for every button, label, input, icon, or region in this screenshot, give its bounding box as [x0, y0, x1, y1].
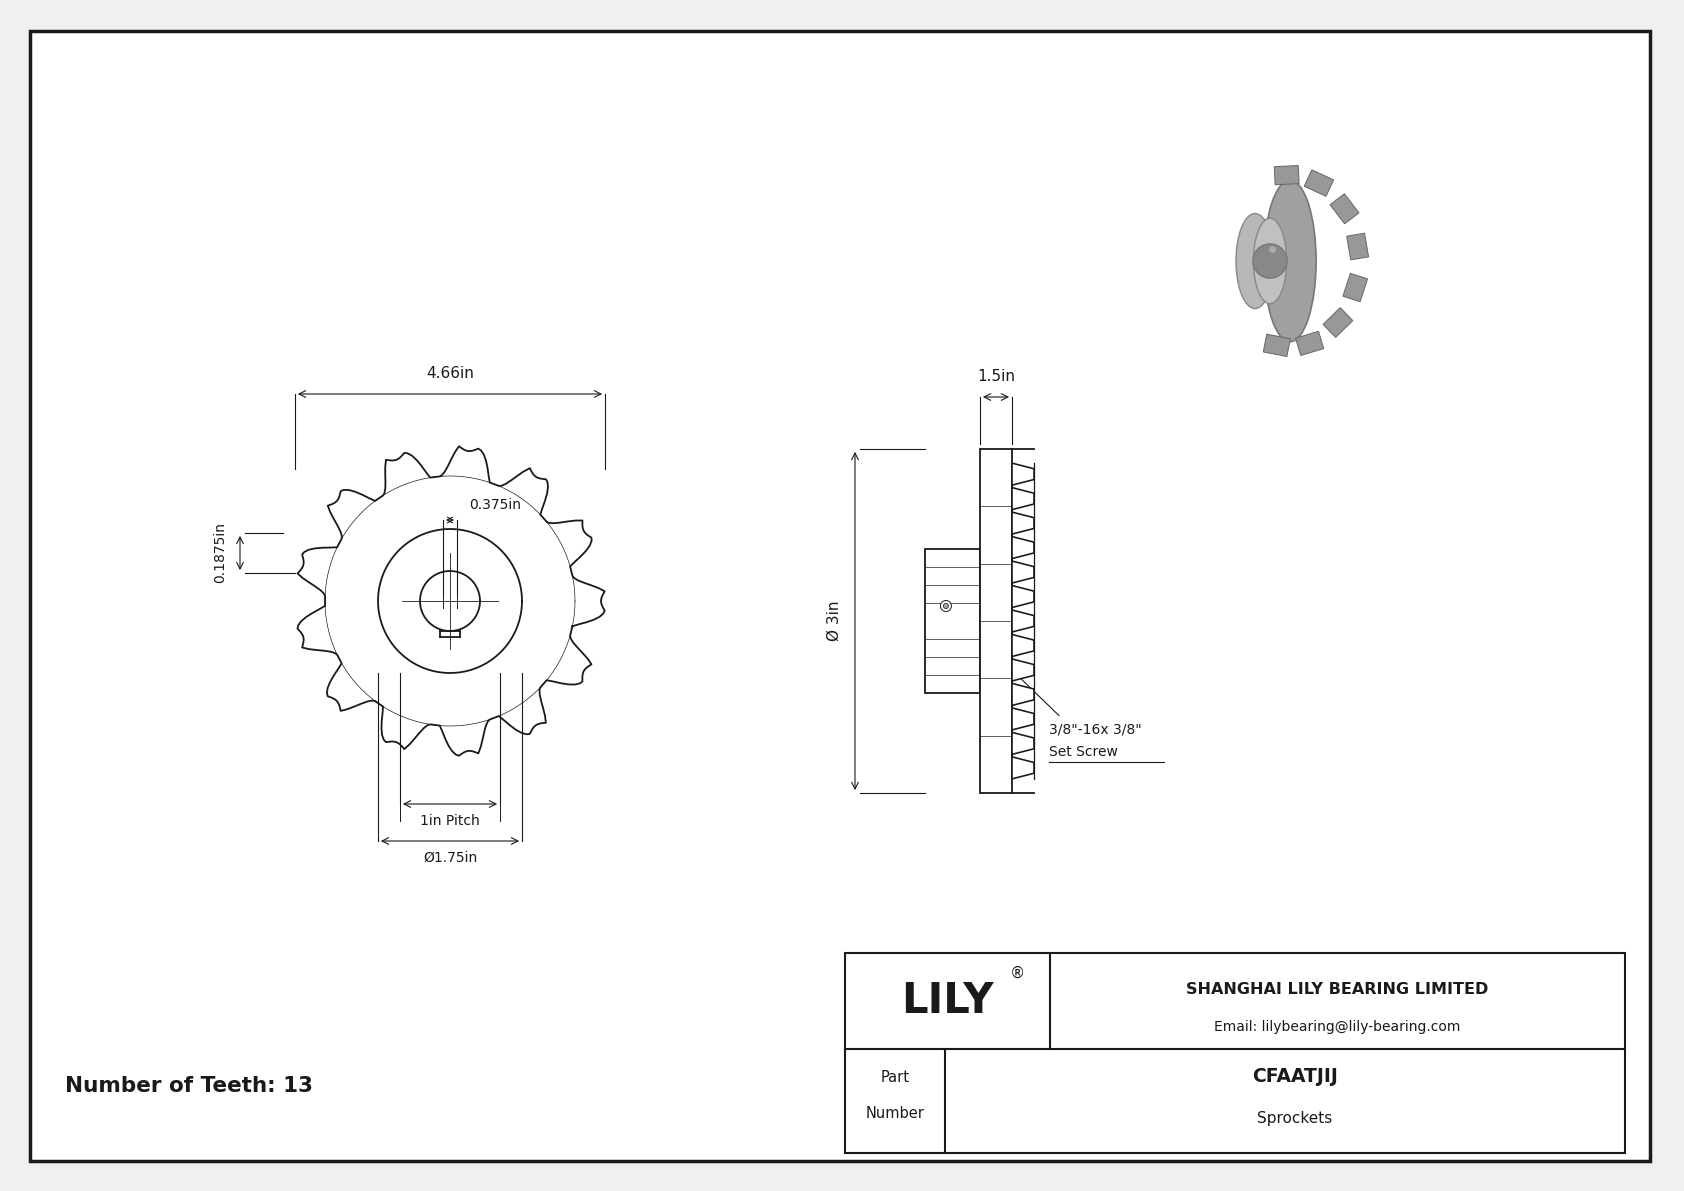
Polygon shape: [1012, 732, 1034, 754]
Text: ®: ®: [1009, 966, 1024, 980]
Text: SHANGHAI LILY BEARING LIMITED: SHANGHAI LILY BEARING LIMITED: [1186, 981, 1489, 997]
Bar: [845, 953, 1625, 1153]
Ellipse shape: [1265, 180, 1317, 342]
Text: Sprockets: Sprockets: [1258, 1111, 1332, 1127]
Polygon shape: [1012, 707, 1034, 730]
Circle shape: [943, 604, 948, 609]
Circle shape: [940, 600, 951, 611]
Polygon shape: [1012, 487, 1034, 510]
Bar: [980, 449, 1012, 793]
Polygon shape: [1342, 274, 1367, 301]
Text: Ø 3in: Ø 3in: [827, 600, 842, 641]
Polygon shape: [1012, 684, 1034, 705]
Polygon shape: [1012, 659, 1034, 681]
Polygon shape: [1012, 537, 1034, 559]
Bar: [925, 549, 980, 693]
Text: Set Screw: Set Screw: [1049, 744, 1118, 759]
Polygon shape: [1012, 756, 1034, 779]
Polygon shape: [1330, 194, 1359, 224]
Polygon shape: [1303, 170, 1334, 197]
Polygon shape: [1012, 610, 1034, 632]
Circle shape: [1253, 244, 1287, 279]
Text: 3/8"-16x 3/8": 3/8"-16x 3/8": [1049, 723, 1142, 736]
Ellipse shape: [1253, 218, 1287, 304]
Text: 0.1875in: 0.1875in: [212, 523, 227, 584]
Polygon shape: [1295, 331, 1324, 355]
Text: 1.5in: 1.5in: [977, 369, 1015, 384]
Text: Part: Part: [881, 1070, 909, 1085]
Ellipse shape: [1236, 213, 1275, 308]
Text: CFAATJIJ: CFAATJIJ: [1253, 1067, 1337, 1086]
Polygon shape: [1263, 335, 1290, 356]
Polygon shape: [1012, 635, 1034, 656]
Text: LILY: LILY: [901, 980, 994, 1022]
Text: 0.375in: 0.375in: [470, 498, 520, 512]
Polygon shape: [1012, 586, 1034, 607]
Text: 1in Pitch: 1in Pitch: [419, 813, 480, 828]
Polygon shape: [1012, 561, 1034, 584]
Text: 4.66in: 4.66in: [426, 366, 473, 381]
Polygon shape: [1324, 307, 1352, 337]
Text: Number: Number: [866, 1105, 925, 1121]
Text: Ø1.75in: Ø1.75in: [423, 852, 477, 865]
Polygon shape: [1012, 512, 1034, 534]
Text: Email: lilybearing@lily-bearing.com: Email: lilybearing@lily-bearing.com: [1214, 1019, 1460, 1034]
Polygon shape: [1347, 233, 1369, 260]
Polygon shape: [1012, 463, 1034, 485]
Text: Number of Teeth: 13: Number of Teeth: 13: [66, 1075, 313, 1096]
Polygon shape: [1275, 166, 1298, 185]
